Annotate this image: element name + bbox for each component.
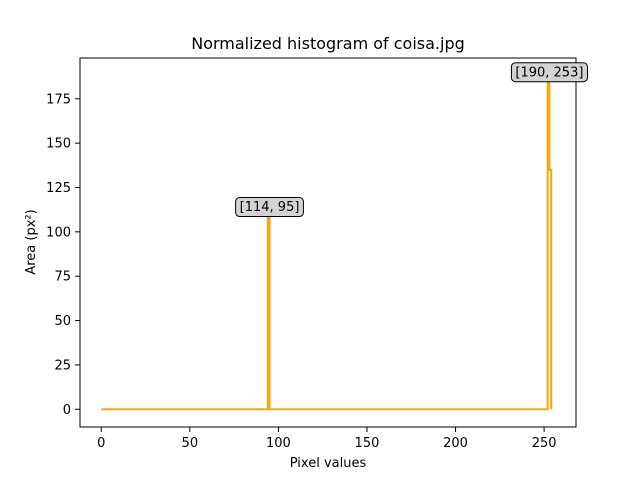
y-tick-label: 75: [54, 270, 71, 285]
y-tick-label: 0: [63, 403, 71, 418]
y-tick-label: 50: [54, 314, 71, 329]
x-tick-label: 100: [266, 436, 291, 451]
y-axis-label: Area (px²): [24, 209, 39, 274]
x-axis-ticks: 0 50 100 150 200 250: [97, 427, 557, 451]
annotations: [114, 95] [190, 253]: [235, 62, 588, 218]
x-tick-label: 250: [532, 436, 557, 451]
y-axis-ticks: 0 25 50 75 100 125 150 175: [46, 92, 80, 418]
x-axis-label: Pixel values: [290, 456, 367, 471]
annotation-label: [114, 95]: [240, 200, 300, 215]
y-tick-label: 100: [46, 225, 71, 240]
y-tick-label: 25: [54, 358, 71, 373]
annotation-1: [190, 253]: [510, 62, 588, 83]
annotation-label: [190, 253]: [515, 65, 583, 80]
x-tick-label: 150: [355, 436, 380, 451]
annotation-0: [114, 95]: [235, 197, 304, 218]
plot-frame: [79, 57, 577, 428]
y-tick-label: 125: [46, 181, 71, 196]
x-tick-label: 200: [443, 436, 468, 451]
annotation-box: [510, 62, 588, 83]
y-tick-label: 150: [46, 137, 71, 152]
annotation-box: [235, 197, 304, 218]
series-line-0: [101, 71, 553, 411]
chart-title: Normalized histogram of coisa.jpg: [191, 34, 465, 53]
plot-area: [101, 71, 553, 411]
y-tick-label: 175: [46, 92, 71, 107]
x-tick-label: 50: [182, 436, 199, 451]
x-tick-label: 0: [97, 436, 105, 451]
